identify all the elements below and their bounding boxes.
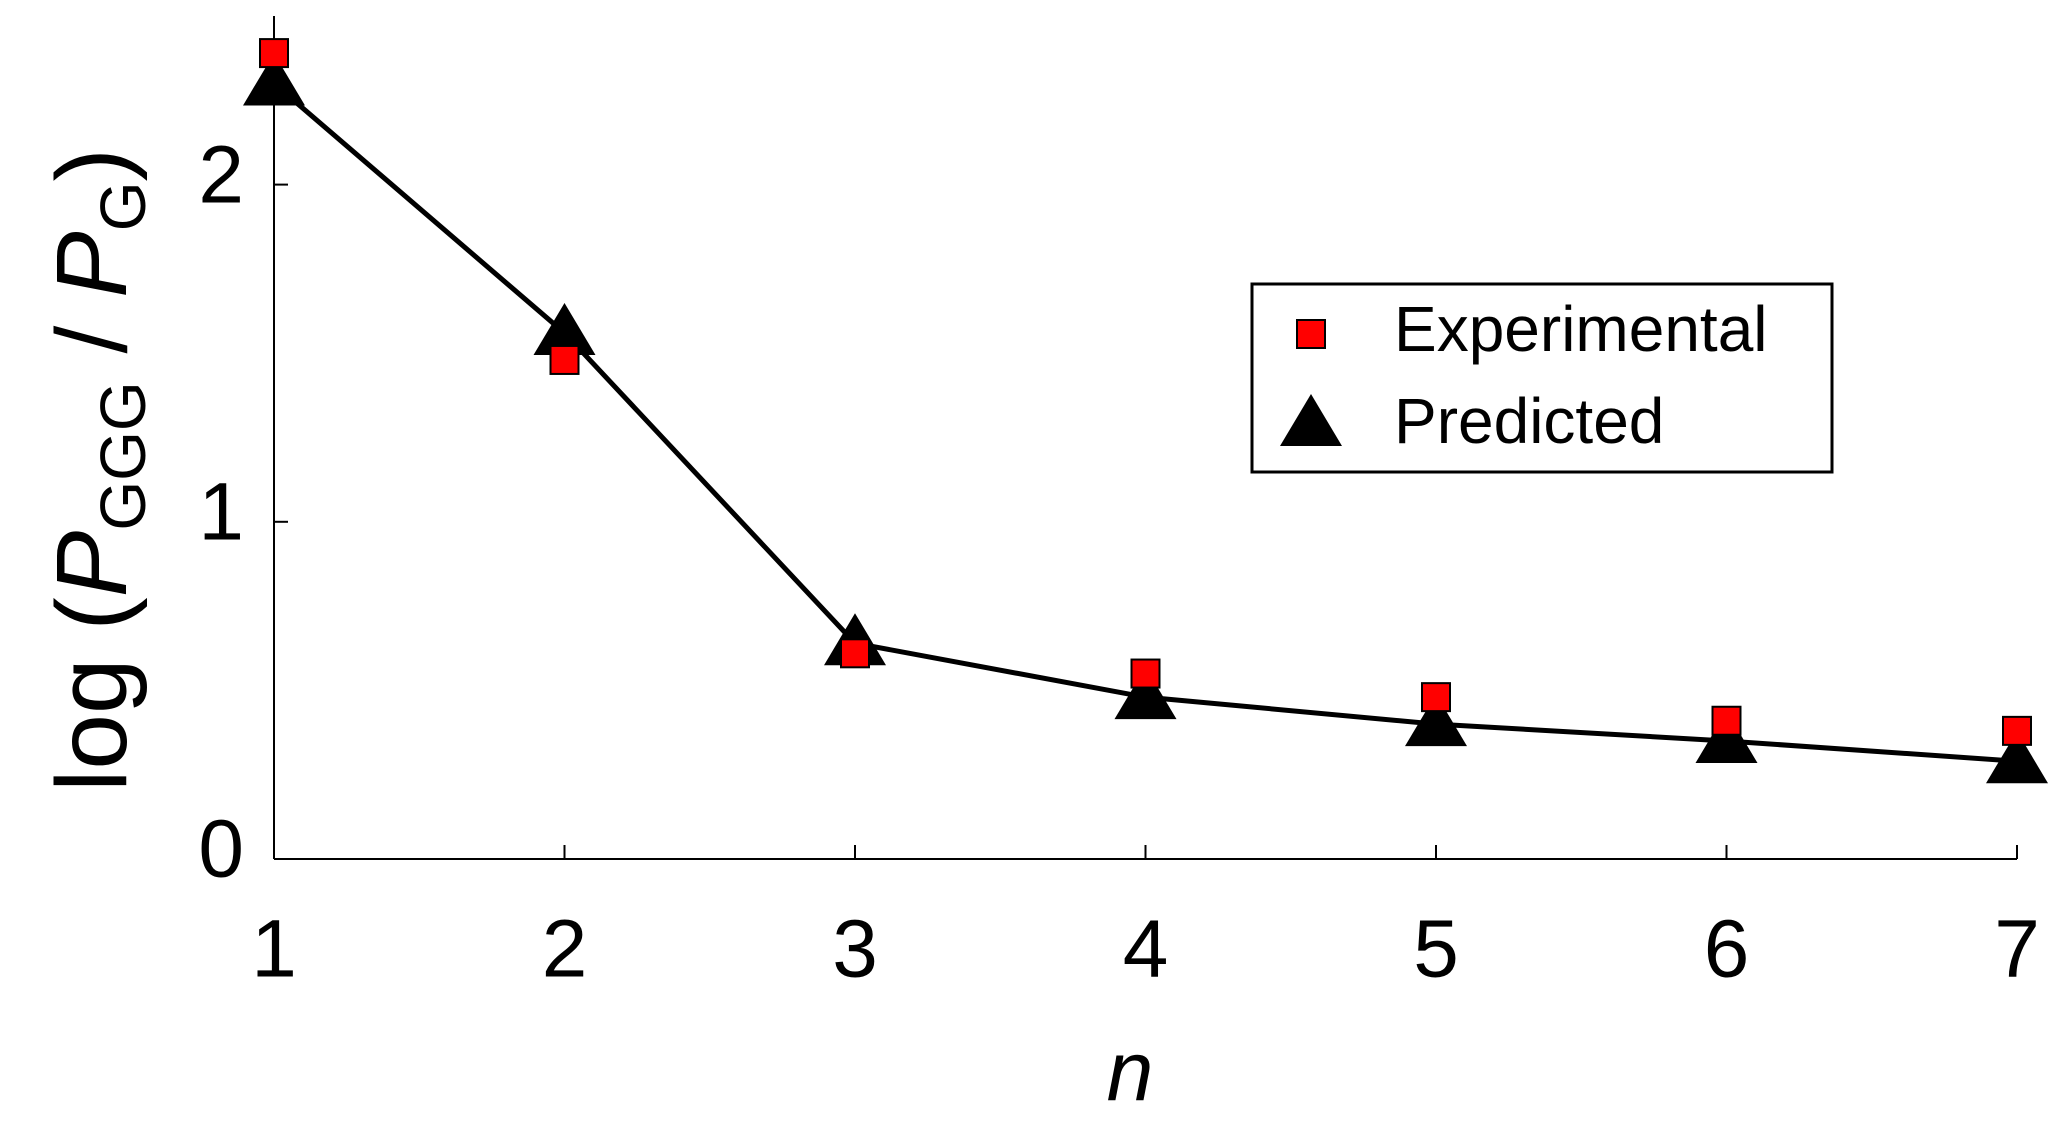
y-tick-label: 0 [198,804,244,895]
y-label-part: log ( [36,597,148,792]
data-point [259,38,289,69]
x-tick-label: 6 [1704,904,1750,995]
data-point [840,638,870,669]
data-point [1130,658,1161,689]
data-point [533,302,596,355]
y-tick-label: 2 [198,129,244,220]
data-point [1421,682,1451,713]
legend-label: Experimental [1394,293,1768,365]
legend-marker [1296,319,1326,349]
legend-box [1250,282,1834,474]
legend-label: Predicted [1394,385,1664,457]
x-tick-label: 5 [1413,904,1459,995]
data-point [243,53,305,106]
y-label-part: P [36,231,148,298]
y-tick-label: 1 [198,466,244,557]
x-tick-label: 7 [1994,904,2040,995]
y-label-part: ) [36,148,148,181]
x-tick-label: 3 [832,904,878,995]
y-label-part: P [36,530,148,597]
y-label-part: / [36,298,148,381]
x-axis-label: n [1107,1024,1154,1118]
data-point [1711,705,1742,736]
data-point [2002,715,2032,746]
y-axis-label: log (PGGG / PG) [36,148,158,792]
data-point [549,344,580,375]
x-tick-label: 2 [542,904,588,995]
data-point [1695,710,1758,763]
y-label-part: G [87,181,159,231]
data-point [1405,694,1467,747]
y-label-part: GGG [87,381,159,530]
x-tick-label: 4 [1123,904,1169,995]
data-point [1986,731,2048,784]
data-point [1114,667,1177,720]
legend-marker [1280,394,1342,446]
x-tick-label: 1 [251,904,297,995]
